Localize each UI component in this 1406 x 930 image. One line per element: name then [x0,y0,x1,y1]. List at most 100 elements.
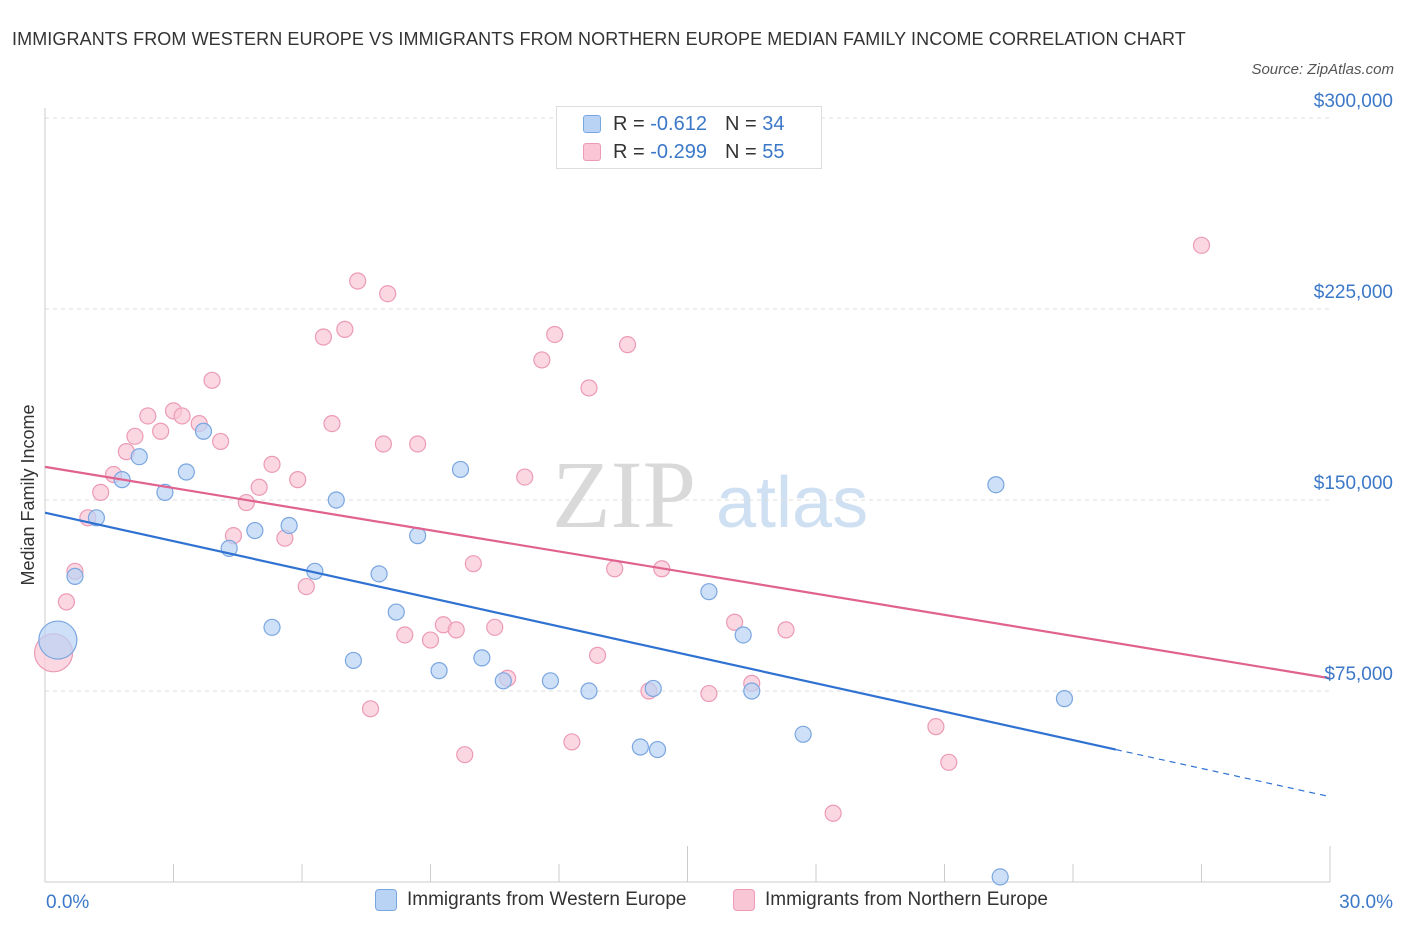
western-point-1 [66,567,84,586]
western-trend-line [44,511,1117,751]
northern-point-40 [546,325,564,344]
northern-point-45 [618,336,637,354]
northern-point-4 [92,483,110,501]
northern-point-53 [927,718,945,736]
tick-labels: $75,000 $150,000 $225,000 $300,000 0.0% 30.0% [46,91,1393,913]
gridlines [45,117,1330,692]
northern-point-36 [486,618,504,636]
western-point-21 [494,672,512,690]
western-point-31 [987,476,1005,494]
northern-point-54 [940,753,958,771]
northern-point-1 [57,593,76,611]
northern-point-34 [456,746,474,764]
northern-point-52 [824,804,842,822]
western-point-26 [648,740,667,759]
northern-n-value: 55 [762,140,785,163]
northern-legend-label: Immigrants from Northern Europe [765,889,1048,910]
northern-point-8 [139,407,157,425]
western-point-28 [734,626,752,644]
y-tick-label-1: $150,000 [1314,473,1393,494]
northern-point-35 [464,555,482,573]
x-tick-label-1: 30.0% [1339,892,1393,913]
series-western-europe [38,422,1074,886]
western-point-29 [743,682,761,700]
axes [44,108,1331,883]
northern-point-43 [588,646,607,664]
western-point-27 [700,583,718,601]
western-point-22 [541,672,560,690]
western-point-10 [263,618,281,636]
western-point-7 [194,422,213,440]
western-n-label: N = [724,112,763,135]
northern-point-25 [349,272,367,290]
northern-trend-line [44,465,1331,680]
y-tick-label-0: $75,000 [1324,664,1393,685]
western-n-value: 34 [762,112,785,135]
northern-point-41 [563,733,581,751]
source-label: Source: ZipAtlas.com [1251,61,1394,78]
western-point-20 [473,649,491,667]
northern-point-44 [606,560,624,578]
western-legend-label: Immigrants from Western Europe [407,889,687,910]
western-point-15 [370,565,388,583]
northern-point-16 [237,493,255,512]
legend-row-northern: R = -0.299 N = 55 [583,139,784,165]
northern-point-39 [533,351,551,369]
y-tick-label-3: $300,000 [1314,91,1393,112]
western-point-11 [280,516,298,535]
western-point-9 [246,521,264,540]
northern-point-29 [396,626,414,644]
northern-point-9 [152,422,170,440]
western-point-32 [1055,690,1074,708]
western-trend-extension [1115,748,1331,798]
western-point-30 [794,725,812,743]
northern-point-18 [263,455,281,473]
watermark: ZIP atlas [552,441,868,548]
northern-point-17 [250,478,268,496]
western-legend-swatch [375,889,397,911]
northern-point-49 [726,613,744,631]
northern-swatch [583,143,601,161]
northern-point-23 [323,415,341,433]
northern-point-22 [314,328,333,346]
y-tick-label-2: $225,000 [1314,282,1393,303]
watermark-zip: ZIP [552,441,696,548]
western-point-24 [631,738,649,756]
northern-point-7 [126,427,144,445]
northern-point-21 [297,577,315,596]
northern-point-27 [374,435,392,453]
western-point-2 [87,509,106,527]
western-r-value: -0.612 [650,112,707,135]
western-point-4 [130,448,148,466]
trend-lines [44,465,1331,798]
western-point-25 [644,679,662,698]
western-point-16 [387,603,405,621]
western-swatch [583,115,601,133]
northern-point-38 [516,468,534,486]
chart-title: IMMIGRANTS FROM WESTERN EUROPE VS IMMIGR… [12,29,1186,49]
northern-point-48 [700,684,718,703]
northern-point-11 [173,407,191,425]
northern-point-26 [361,700,380,718]
northern-point-42 [580,379,598,397]
y-axis-title: Median Family Income [18,404,38,585]
northern-point-20 [289,471,307,489]
northern-point-30 [409,435,427,453]
western-point-0 [38,620,78,660]
northern-legend-swatch [733,889,755,911]
legend-item-northern: Immigrants from Northern Europe [733,889,1048,911]
northern-point-28 [379,285,397,303]
northern-point-13 [203,371,221,389]
western-point-23 [580,682,598,700]
northern-r-value: -0.299 [650,140,707,163]
northern-point-24 [336,320,354,338]
legend-row-western: R = -0.612 N = 34 [583,111,784,137]
western-point-6 [177,463,195,481]
legend-item-western: Immigrants from Western Europe [375,889,686,911]
watermark-atlas: atlas [716,463,868,543]
northern-n-label: N = [724,140,763,163]
northern-point-14 [212,432,230,451]
x-tick-label-0: 0.0% [46,892,89,913]
northern-point-31 [421,631,440,649]
